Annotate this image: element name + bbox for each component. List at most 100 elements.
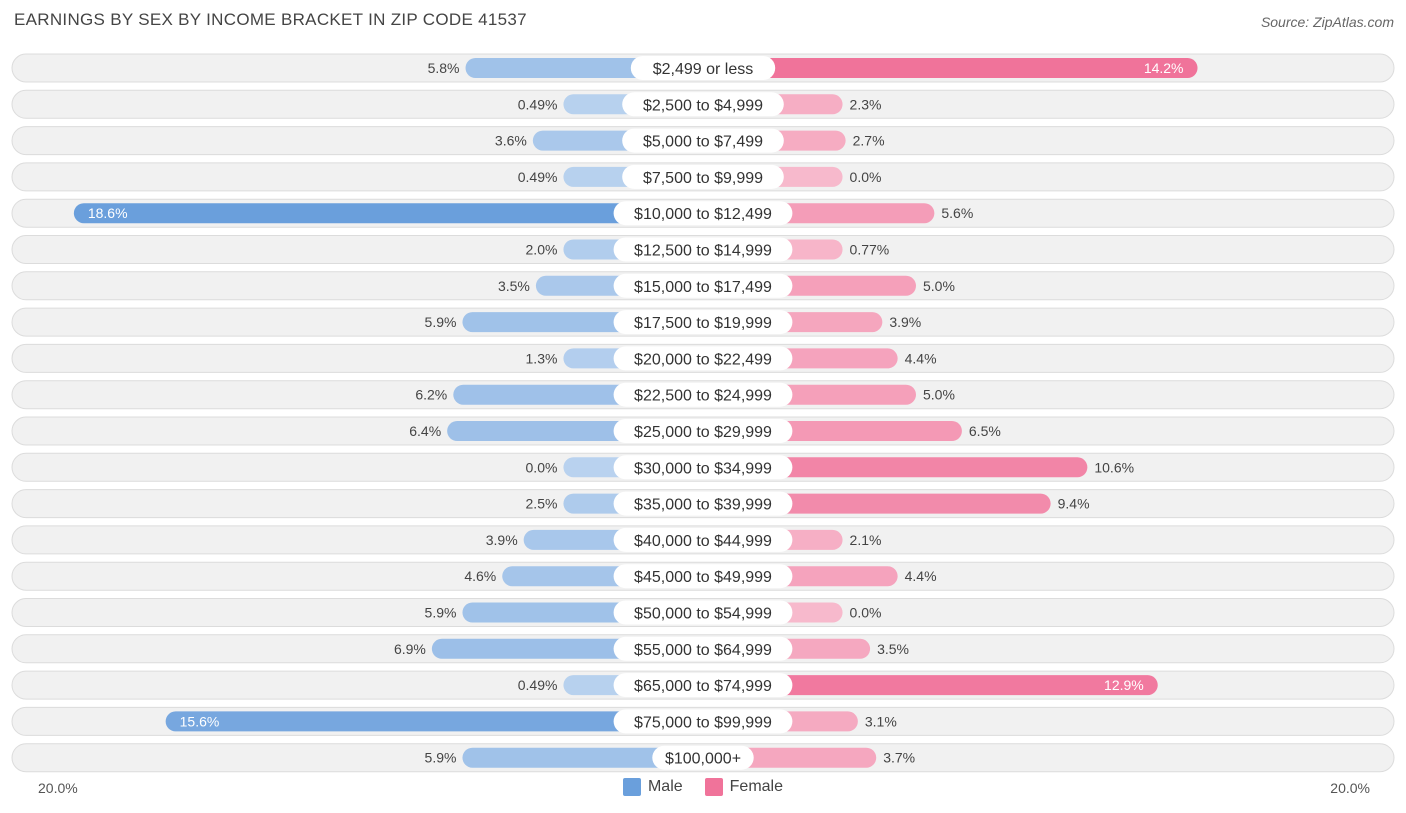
category-label: $100,000+ xyxy=(665,751,741,768)
bar-row: 18.6% 5.6% $10,000 to $12,499 xyxy=(11,198,1395,228)
category-pill xyxy=(622,92,784,117)
value-label-female: 2.7% xyxy=(853,133,885,149)
value-label-male: 0.0% xyxy=(526,459,558,475)
value-label-female: 9.4% xyxy=(1058,496,1090,512)
value-label-female: 2.3% xyxy=(850,96,882,112)
bar-male xyxy=(165,711,703,732)
category-pill xyxy=(613,709,793,734)
value-label-female: 3.9% xyxy=(889,314,921,330)
category-label: $45,000 to $49,999 xyxy=(634,569,772,586)
bar-row: 15.6% 3.1% $75,000 to $99,999 xyxy=(11,706,1395,736)
bar-male xyxy=(462,747,703,768)
bar-row: 0.0% 10.6% $30,000 to $34,999 xyxy=(11,452,1395,482)
value-label-male: 6.2% xyxy=(415,387,447,403)
category-pill xyxy=(613,382,793,407)
category-label: $2,499 or less xyxy=(653,61,754,78)
bar-row: 3.9% 2.1% $40,000 to $44,999 xyxy=(11,525,1395,555)
value-label-male: 3.5% xyxy=(498,278,530,294)
category-label: $25,000 to $29,999 xyxy=(634,424,772,441)
value-label-male: 0.49% xyxy=(518,169,558,185)
bar-row: 5.8% 14.2% $2,499 or less xyxy=(11,53,1395,83)
value-label-male: 4.6% xyxy=(464,568,496,584)
value-label-female: 5.0% xyxy=(923,278,955,294)
category-pill xyxy=(613,310,793,335)
legend-label-male: Male xyxy=(647,778,683,795)
bar-row: 0.49% 12.9% $65,000 to $74,999 xyxy=(11,670,1395,700)
chart-title: EARNINGS BY SEX BY INCOME BRACKET IN ZIP… xyxy=(14,10,527,29)
value-label-male: 6.9% xyxy=(394,641,426,657)
category-pill xyxy=(613,527,793,552)
value-label-male: 5.9% xyxy=(425,605,457,621)
category-label: $50,000 to $54,999 xyxy=(634,606,772,623)
value-label-female: 5.6% xyxy=(941,205,973,221)
value-label-male: 5.8% xyxy=(428,60,460,76)
value-label-female: 2.1% xyxy=(850,532,882,548)
category-pill xyxy=(630,56,776,80)
legend: Male Female xyxy=(0,778,1406,796)
bar-male xyxy=(73,203,704,224)
category-label: $40,000 to $44,999 xyxy=(634,533,772,550)
bar-row: 0.49% 0.0% $7,500 to $9,999 xyxy=(11,162,1395,192)
value-label-female: 10.6% xyxy=(1094,459,1134,475)
category-label: $15,000 to $17,499 xyxy=(634,279,772,296)
value-label-male: 6.4% xyxy=(409,423,441,439)
category-label: $12,500 to $14,999 xyxy=(634,243,772,260)
category-pill xyxy=(613,201,793,226)
category-label: $20,000 to $22,499 xyxy=(634,351,772,368)
bar-row: 2.0% 0.77% $12,500 to $14,999 xyxy=(11,235,1395,264)
category-pill xyxy=(613,419,793,443)
bar-female xyxy=(703,675,1158,696)
category-pill xyxy=(622,164,784,189)
category-pill xyxy=(613,491,793,516)
value-label-male: 3.6% xyxy=(495,133,527,149)
bar-row: 6.9% 3.5% $55,000 to $64,999 xyxy=(11,634,1395,664)
category-label: $10,000 to $12,499 xyxy=(634,206,772,223)
bar-row: 6.4% 6.5% $25,000 to $29,999 xyxy=(11,416,1395,446)
category-pill xyxy=(613,237,793,262)
source-credit: Source: ZipAtlas.com xyxy=(1260,14,1394,30)
category-pill xyxy=(622,128,784,153)
bar-row: 3.5% 5.0% $15,000 to $17,499 xyxy=(11,271,1395,301)
category-label: $75,000 to $99,999 xyxy=(634,714,772,731)
bar-female xyxy=(703,58,1198,78)
bar-row: 1.3% 4.4% $20,000 to $22,499 xyxy=(11,343,1395,373)
legend-label-female: Female xyxy=(729,778,784,795)
value-label-female: 5.0% xyxy=(923,387,955,403)
category-label: $22,500 to $24,999 xyxy=(634,388,772,405)
value-label-female: 0.77% xyxy=(850,242,890,258)
bar-row: 5.9% 0.0% $50,000 to $54,999 xyxy=(11,598,1395,627)
category-pill xyxy=(613,273,793,298)
value-label-male: 3.9% xyxy=(486,532,518,548)
value-label-male: 1.3% xyxy=(526,350,558,366)
bar-row: 0.49% 2.3% $2,500 to $4,999 xyxy=(11,89,1395,119)
value-label-male: 2.5% xyxy=(526,496,558,512)
category-label: $17,500 to $19,999 xyxy=(634,315,772,332)
bar-row: 6.2% 5.0% $22,500 to $24,999 xyxy=(11,380,1395,410)
legend-item-male: Male xyxy=(622,778,683,796)
category-label: $5,000 to $7,499 xyxy=(643,134,763,151)
legend-swatch-female xyxy=(704,778,723,796)
value-label-male: 5.9% xyxy=(425,750,457,766)
value-label-male: 18.6% xyxy=(88,205,128,221)
value-label-female: 3.5% xyxy=(877,641,909,657)
legend-swatch-male xyxy=(622,778,641,796)
axis-right-label: 20.0% xyxy=(1330,780,1370,796)
value-label-female: 12.9% xyxy=(1104,677,1144,693)
category-label: $65,000 to $74,999 xyxy=(634,678,772,695)
value-label-female: 6.5% xyxy=(969,423,1001,439)
value-label-male: 5.9% xyxy=(425,314,457,330)
bar-row: 5.9% 3.7% $100,000+ xyxy=(11,743,1395,773)
category-label: $7,500 to $9,999 xyxy=(643,170,763,187)
category-pill xyxy=(613,636,793,661)
category-label: $30,000 to $34,999 xyxy=(634,460,772,477)
category-pill xyxy=(613,600,793,625)
category-pill xyxy=(613,564,793,589)
value-label-male: 15.6% xyxy=(180,713,220,729)
value-label-female: 0.0% xyxy=(850,169,882,185)
category-label: $35,000 to $39,999 xyxy=(634,497,772,514)
value-label-female: 4.4% xyxy=(905,568,937,584)
legend-item-female: Female xyxy=(704,778,784,796)
bar-female xyxy=(703,457,1088,478)
category-pill xyxy=(613,455,793,480)
